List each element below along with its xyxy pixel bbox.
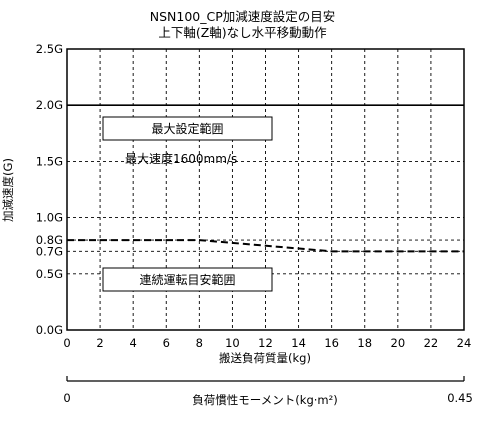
y-tick-label-0: 0.0G: [36, 323, 63, 337]
max-range-box: [102, 116, 273, 141]
secondary-axis-min: 0: [63, 391, 70, 405]
y-tick-label-6: 2.0G: [36, 98, 63, 112]
x-tick-label-4: 8: [196, 336, 203, 350]
x-tick-label-8: 16: [324, 336, 339, 350]
y-tick-label-7: 2.5G: [36, 42, 63, 56]
series-lines: [67, 104, 464, 253]
continuous-range-box: [102, 267, 273, 292]
y-tick-label-5: 1.5G: [36, 154, 63, 168]
x-tick-label-12: 24: [457, 336, 472, 350]
y-axis-label: 加減速度(G): [1, 158, 15, 222]
secondary-axis-label: 負荷慣性モーメント(kg·m²): [192, 393, 337, 407]
x-tick-label-11: 22: [424, 336, 439, 350]
plot-frame: [66, 48, 465, 331]
max-range-label: 最大設定範囲: [151, 121, 223, 136]
continuous-range-label: 連続運転目安範囲: [139, 272, 235, 287]
x-tick-label-0: 0: [63, 336, 70, 350]
secondary-axis-max: 0.45: [447, 391, 473, 405]
x-tick-label-3: 6: [163, 336, 170, 350]
chart-subtitle: 上下軸(Z軸)なし水平移動動作: [158, 25, 327, 40]
y-tick-labels: 0.0G 0.5G 0.7G0.8G 1.0G 1.5G 2.0G 2.5G: [36, 42, 63, 337]
x-tick-label-7: 14: [291, 336, 306, 350]
x-axis-label: 搬送負荷質量(kg): [219, 351, 311, 365]
y-tick-label-3: 0.8G: [36, 233, 63, 247]
max-speed-label: 最大速度1600mm/s: [125, 151, 237, 166]
y-tick-label-4: 1.0G: [36, 211, 63, 225]
x-tick-label-1: 2: [96, 336, 103, 350]
x-tick-labels: 0 2 4 6 8 10 12 14 16 18 20 22 24: [63, 336, 471, 350]
x-tick-label-9: 18: [357, 336, 372, 350]
series-line-1: [67, 239, 464, 253]
x-tick-label-2: 4: [130, 336, 137, 350]
x-tick-label-5: 10: [225, 336, 240, 350]
x-tick-label-6: 12: [258, 336, 273, 350]
x-tick-label-10: 20: [391, 336, 406, 350]
y-tick-label-1: 0.5G: [36, 267, 63, 281]
y-tick-label-2: 0.7G: [36, 244, 63, 258]
chart-title: NSN100_CP加減速度設定の目安: [149, 9, 336, 24]
